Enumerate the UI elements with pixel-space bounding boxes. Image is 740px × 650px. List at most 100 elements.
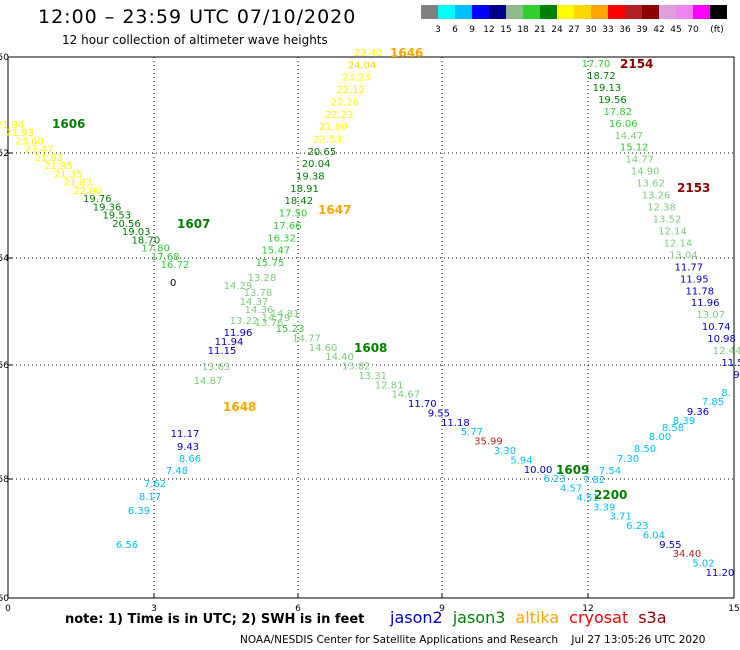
track-value-label: 18.70 <box>132 235 161 246</box>
note-text: note: 1) Time is in UTC; 2) SWH is in fe… <box>65 612 365 627</box>
y-tick-label: -56 <box>0 361 9 371</box>
track-value-label: 11.15 <box>208 346 237 357</box>
legend-swatch <box>557 5 574 19</box>
legend-label: 70 <box>687 25 699 35</box>
track-value-label: 35.99 <box>474 437 503 448</box>
track-value-label: 34.40 <box>673 549 702 560</box>
track-value-label: 6.04 <box>643 530 665 541</box>
legend-swatch <box>710 5 727 19</box>
satellite-legend: jason2 jason3 altika cryosat s3a <box>390 608 677 627</box>
track-value-label: 18.72 <box>587 71 616 82</box>
legend-swatch <box>455 5 472 19</box>
legend-swatch <box>489 5 506 19</box>
track-value-label: 12.14 <box>658 226 687 237</box>
satellite-name-jason3: jason3 <box>452 608 506 627</box>
track-value-label: 19.76 <box>83 194 112 205</box>
legend-label: 12 <box>483 25 495 35</box>
legend-swatch <box>421 5 438 19</box>
plot-frame <box>7 56 735 599</box>
track-value-label: 19.56 <box>598 95 627 106</box>
track-value-label: 17.66 <box>273 221 302 232</box>
track-value-label: 5.02 <box>692 559 714 570</box>
track-value-label: 14.47 <box>614 131 643 142</box>
legend-swatch <box>642 5 659 19</box>
track-value-label: 15.12 <box>620 143 649 154</box>
x-tick-label: 15 <box>728 604 739 614</box>
track-value-label: 19.38 <box>296 172 325 183</box>
track-value-label: 9.55 <box>659 540 681 551</box>
legend-swatch <box>693 5 710 19</box>
x-tick-label: 0 <box>5 604 11 614</box>
track-value-label: 11.95 <box>680 274 709 285</box>
legend-swatch <box>659 5 676 19</box>
legend-swatch <box>608 5 625 19</box>
track-value-label: 7.54 <box>599 466 621 477</box>
track-value-label: 21.93 <box>5 128 34 139</box>
track-value-label: 20.65 <box>308 147 337 158</box>
legend-label: 45 <box>670 25 682 35</box>
legend-swatch <box>506 5 523 19</box>
track-value-label: 13.78 <box>244 288 273 299</box>
track-value-label: 19.03 <box>122 227 151 238</box>
track-value-label: 7.30 <box>617 454 639 465</box>
legend-swatch <box>438 5 455 19</box>
pass-id-label: 1609 <box>556 463 589 477</box>
y-tick-label: -54 <box>0 254 9 264</box>
track-value-label: 11.78 <box>685 286 714 297</box>
track-value-label: 11.20 <box>706 568 735 579</box>
track-value-label: 23.60 <box>15 136 44 147</box>
track-value-label: 8. <box>721 388 731 399</box>
track-value-label: 22.26 <box>331 97 360 108</box>
pass-id-label: 1647 <box>318 203 351 217</box>
track-value-label: 15.47 <box>261 246 290 257</box>
track-value-label: 14.79 <box>262 313 291 324</box>
track-value-label: 13.31 <box>358 371 387 382</box>
track-value-label: 8.39 <box>673 416 695 427</box>
satellite-name-altika: altika <box>515 608 560 627</box>
track-value-label: 9.55 <box>428 408 450 419</box>
track-value-label: 6.23 <box>626 521 648 532</box>
track-value-label: 16.72 <box>161 260 190 271</box>
track-value-label: 23.23 <box>342 73 371 84</box>
track-value-label: 22.23 <box>325 110 354 121</box>
track-value-label: 10.98 <box>707 334 736 345</box>
track-value-label: 20.56 <box>112 219 141 230</box>
legend-unit: (ft) <box>710 25 724 35</box>
track-value-label: 8.00 <box>649 432 671 443</box>
track-value-label: 9.36 <box>687 407 709 418</box>
satellite-name-cryosat: cryosat <box>569 608 629 627</box>
track-value-label: 9. <box>733 370 740 381</box>
track-value-label: 21.35 <box>54 169 83 180</box>
track-value-label: 8.66 <box>179 454 201 465</box>
x-tick-label: 12 <box>582 604 593 614</box>
track-value-label: 11.96 <box>224 328 253 339</box>
x-tick-label: 3 <box>151 604 157 614</box>
pass-id-label: 1608 <box>354 341 387 355</box>
track-value-label: 20.04 <box>302 159 331 170</box>
track-value-label: 12.14 <box>664 238 693 249</box>
track-value-label: 24.04 <box>348 60 377 71</box>
x-tick-label: 6 <box>295 604 301 614</box>
legend-label: 21 <box>534 25 546 35</box>
x-tick-label: 9 <box>439 604 445 614</box>
track-value-label: 16.06 <box>609 119 638 130</box>
legend-label: 39 <box>636 25 648 35</box>
legend-swatch <box>591 5 608 19</box>
track-value-label: 7.85 <box>702 397 724 408</box>
legend-swatch <box>523 5 540 19</box>
track-value-label: 12.44 <box>713 346 740 357</box>
track-value-label: 17.82 <box>604 107 633 118</box>
track-value-label: 7.82 <box>583 475 605 486</box>
legend-label: 36 <box>619 25 631 35</box>
pass-id-label: 1648 <box>223 400 256 414</box>
track-value-label: 3.39 <box>593 502 615 513</box>
track-value-label: 5.77 <box>461 427 483 438</box>
pass-id-label: 2153 <box>677 181 710 195</box>
track-value-label: 5.94 <box>510 455 532 466</box>
track-value-label: 13.62 <box>636 179 665 190</box>
track-value-label: 13.82 <box>342 362 371 373</box>
track-value-label: 11.77 <box>675 262 704 273</box>
y-tick-label: -52 <box>0 149 9 159</box>
legend-label: 33 <box>602 25 614 35</box>
track-value-label: 21.95 <box>44 161 73 172</box>
